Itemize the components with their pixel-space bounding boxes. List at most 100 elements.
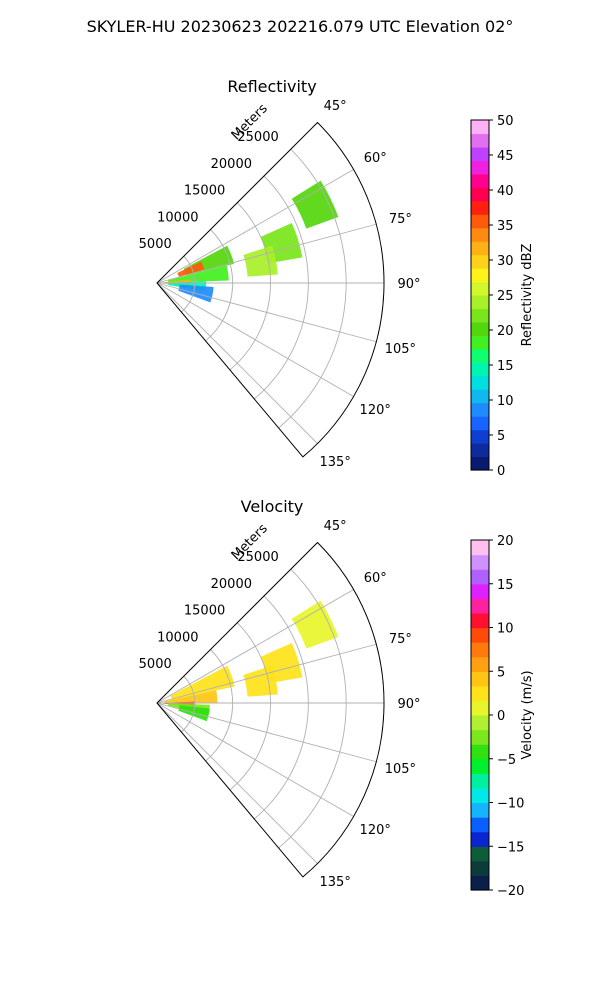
p1-sector-frame [156,541,385,878]
p0-colorbar-swatch-7 [471,362,489,377]
p1-colorbar-tick-label-1: −15 [497,840,524,855]
p0-theta-gridline-6 [156,282,318,444]
p0-colorbar-tick-label-9: 45 [497,149,514,164]
p0-colorbar-tick-label-1: 5 [497,429,505,444]
p1-colorbar-swatch-9 [471,744,489,760]
p1-chart-title: Velocity [241,497,304,516]
p0-theta-tick-label-0: 45° [324,99,347,114]
p0-echo-cell-0 [291,180,339,229]
p0-colorbar-swatch-24 [471,133,489,148]
p0-r-gridline-2 [229,202,271,371]
p1-colorbar-tick-label-2: −10 [497,797,524,812]
p1-theta-gridline-1 [156,589,354,704]
p1-colorbar-swatch-0 [471,875,489,891]
p0-colorbar-swatch-11 [471,308,489,323]
p1-r-tick-label-4: 25000 [237,550,278,565]
p1-colorbar-tick-label-8: 20 [497,534,514,549]
p1-r-gridline-0 [181,675,196,733]
p1-echo-cell-2 [243,665,278,697]
p1-colorbar-swatch-12 [471,700,489,716]
p0-colorbar: 0 5 10 15 20 25 30 35 40 45 50 Reflectivity dBZ [470,114,535,479]
p0-colorbar-swatch-19 [471,200,489,215]
p0-theta-gridline-2 [156,223,377,284]
p0-colorbar-swatch-25 [471,120,489,135]
p0-colorbar-swatch-2 [471,429,489,444]
p1-echo-cell-0 [291,600,339,649]
p1-echo-layer [160,600,339,722]
p1-r-gridline-1 [205,649,234,762]
p1-theta-gridline-4 [156,702,377,763]
p1-colorbar-tick-label-6: 10 [497,622,514,637]
p0-colorbar-swatch-1 [471,443,489,458]
p1-colorbar-swatch-8 [471,758,489,774]
p1-colorbar-swatch-17 [471,627,489,643]
p0-colorbar-tick-label-4: 20 [497,324,514,339]
p1-colorbar-swatch-13 [471,685,489,702]
p1-r-tick-label-2: 15000 [184,604,225,619]
p1-colorbar-swatch-3 [471,831,489,847]
p0-colorbar-swatch-10 [471,321,489,336]
p1-theta-gridline-6 [156,702,318,864]
p1-colorbar-tick-label-5: 5 [497,665,505,680]
p0-colorbar-swatch-22 [471,160,489,175]
p0-colorbar-swatch-12 [471,295,489,310]
p0-colorbar-tick-label-8: 40 [497,184,514,199]
p1-colorbar-tick-label-7: 15 [497,578,514,593]
p1-r-tick-label-3: 20000 [211,577,252,592]
p0-colorbar-tick-label-5: 25 [497,289,514,304]
p0-colorbar-swatch-15 [471,254,489,269]
p0-colorbar-swatch-5 [471,389,489,404]
p1-colorbar-swatch-19 [471,598,489,614]
p1-colorbar-swatch-6 [471,787,489,804]
p1-theta-tick-label-4: 105° [385,762,416,777]
p0-theta-tick-label-6: 135° [320,455,351,470]
p0-colorbar-swatch-21 [471,173,489,188]
p0-colorbar-swatch-4 [471,402,489,417]
p0-colorbar-swatch-9 [471,335,489,350]
p1-colorbar-swatch-14 [471,671,489,687]
p1-colorbar: −20 −15 −10 −5 0 5 10 15 20 Velocity (m/s) [470,534,535,899]
p1-echo-cell-4 [164,690,218,703]
p0-r-gridline-4 [278,148,347,429]
p0-colorbar-tick-label-7: 35 [497,219,514,234]
p0-colorbar-swatch-17 [471,227,489,242]
p0-colorbar-swatch-23 [471,146,489,161]
p0-sector-frame [156,121,385,458]
p1-colorbar-swatch-7 [471,773,489,789]
p1-colorbar-swatch-16 [471,642,489,658]
p1-colorbar-swatch-18 [471,612,489,629]
p0-colorbar-tick-label-6: 30 [497,254,514,269]
p1-colorbar-swatch-15 [471,656,489,672]
p0-colorbar-swatch-16 [471,241,489,256]
p0-colorbar-tick-label-10: 50 [497,114,514,129]
p0-echo-layer [160,180,339,303]
p0-theta-tick-label-4: 105° [385,342,416,357]
p0-theta-tick-label-5: 120° [360,403,391,418]
p0-r-tick-label-1: 10000 [157,210,198,225]
p1-colorbar-swatch-22 [471,554,489,570]
p1-colorbar-swatch-20 [471,583,489,599]
p0-colorbar-swatch-3 [471,416,489,431]
p0-polar-plot: 45° 60° 75° 90° 105° 120° 135° 5000 10000 15000 20… [139,77,535,479]
p0-theta-tick-label-2: 75° [389,212,412,227]
p1-r-gridline-3 [253,595,309,820]
p0-echo-cell-5 [168,265,229,283]
p1-colorbar-swatch-21 [471,569,489,585]
p0-r-tick-label-2: 15000 [184,184,225,199]
p0-echo-cell-2 [243,245,278,277]
p0-chart-title: Reflectivity [227,77,316,96]
p1-colorbar-swatch-1 [471,860,489,877]
p0-colorbar-swatch-6 [471,375,489,390]
p0-theta-tick-label-1: 60° [364,151,387,166]
p0-r-gridline-0 [181,255,196,313]
p0-r-tick-label-3: 20000 [211,157,252,172]
p1-echo-cell-3 [170,665,235,700]
p0-theta-gridline-4 [156,282,377,343]
p1-theta-tick-label-3: 90° [397,697,420,712]
p1-colorbar-swatch-2 [471,846,489,862]
p0-r-gridline-1 [205,229,234,342]
p1-colorbar-swatch-4 [471,817,489,833]
p1-theta-tick-label-2: 75° [389,632,412,647]
p1-r-tick-label-1: 10000 [157,630,198,645]
